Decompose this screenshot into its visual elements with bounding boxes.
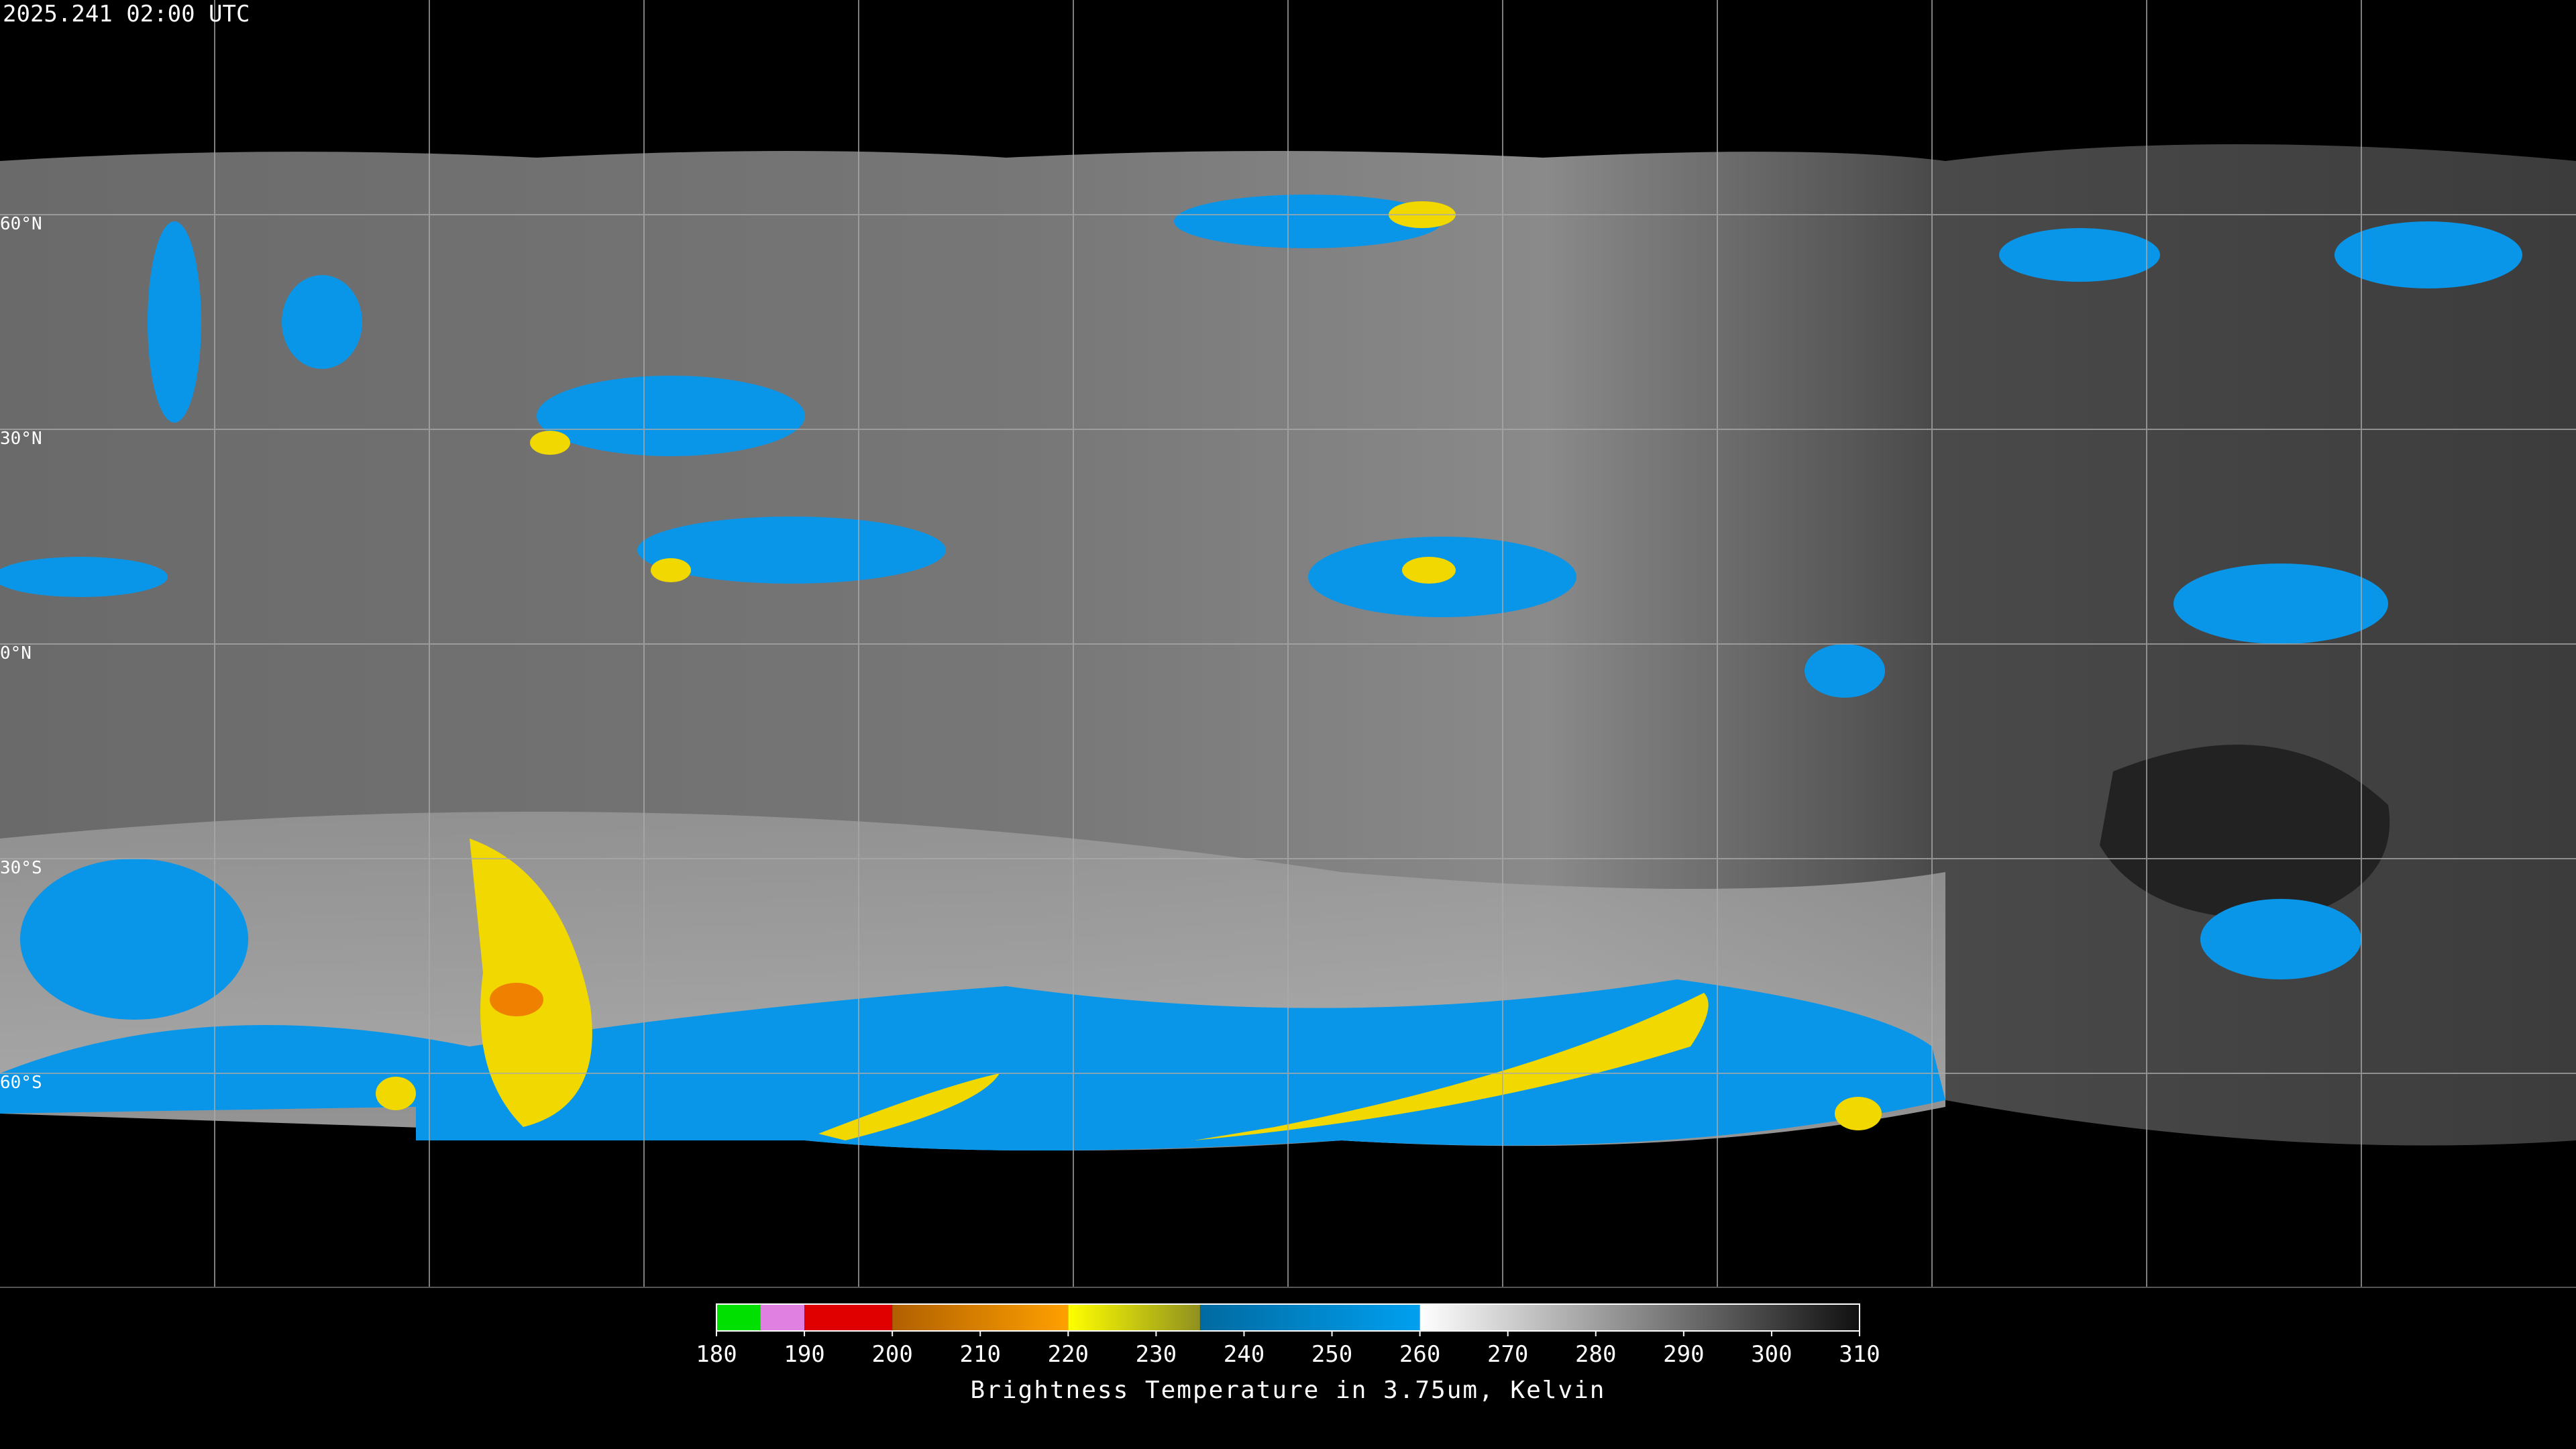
colorbar-segment bbox=[804, 1304, 893, 1331]
timestamp: 2025.241 02:00 UTC bbox=[3, 1, 250, 28]
colorbar: 180 190 200 210 220 230 240 250 260 270 280 290 300 3… bbox=[696, 1303, 1880, 1404]
colorbar-segment bbox=[892, 1304, 1069, 1331]
latitude-labels: 60°N 30°N 0°N 30°S 60°S bbox=[0, 214, 42, 1093]
cold-cloud-blue bbox=[0, 195, 2522, 1150]
colorbar-tick-label: 230 bbox=[1136, 1341, 1177, 1368]
colorbar-tick-label: 290 bbox=[1663, 1341, 1704, 1368]
latitude-label: 60°N bbox=[0, 214, 42, 234]
colorbar-segment bbox=[1419, 1304, 1860, 1331]
australia-dark bbox=[2100, 745, 2390, 920]
very-cold-cloud-yellow bbox=[376, 201, 1882, 1140]
colorbar-tick-label: 280 bbox=[1575, 1341, 1616, 1368]
colorbar-title: Brightness Temperature in 3.75um, Kelvin bbox=[971, 1377, 1606, 1404]
colorbar-segment bbox=[716, 1304, 761, 1331]
colorbar-tick-label: 240 bbox=[1224, 1341, 1265, 1368]
warmest-core-orange bbox=[490, 983, 543, 1016]
map-grid bbox=[0, 0, 2576, 1288]
latitude-label: 0°N bbox=[0, 643, 32, 663]
colorbar-segment bbox=[1068, 1304, 1200, 1331]
colorbar-segment bbox=[760, 1304, 805, 1331]
colorbar-tick-label: 200 bbox=[871, 1341, 912, 1368]
colorbar-tick-label: 180 bbox=[696, 1341, 737, 1368]
colorbar-tick-label: 260 bbox=[1399, 1341, 1440, 1368]
colorbar-tick-label: 220 bbox=[1048, 1341, 1089, 1368]
colorbar-tick-label: 250 bbox=[1311, 1341, 1352, 1368]
colorbar-segment bbox=[1199, 1304, 1420, 1331]
colorbar-tick-label: 190 bbox=[784, 1341, 824, 1368]
colorbar-tick-label: 270 bbox=[1487, 1341, 1528, 1368]
colorbar-tick-label: 300 bbox=[1751, 1341, 1792, 1368]
map-bottom-edge bbox=[0, 1287, 2576, 1288]
latitude-label: 60°S bbox=[0, 1073, 42, 1093]
latitude-label: 30°S bbox=[0, 858, 42, 878]
colorbar-frame bbox=[716, 1303, 1860, 1332]
colorbar-tick-label: 210 bbox=[960, 1341, 1001, 1368]
latitude-label: 30°N bbox=[0, 429, 42, 449]
colorbar-tick-label: 310 bbox=[1839, 1341, 1880, 1368]
